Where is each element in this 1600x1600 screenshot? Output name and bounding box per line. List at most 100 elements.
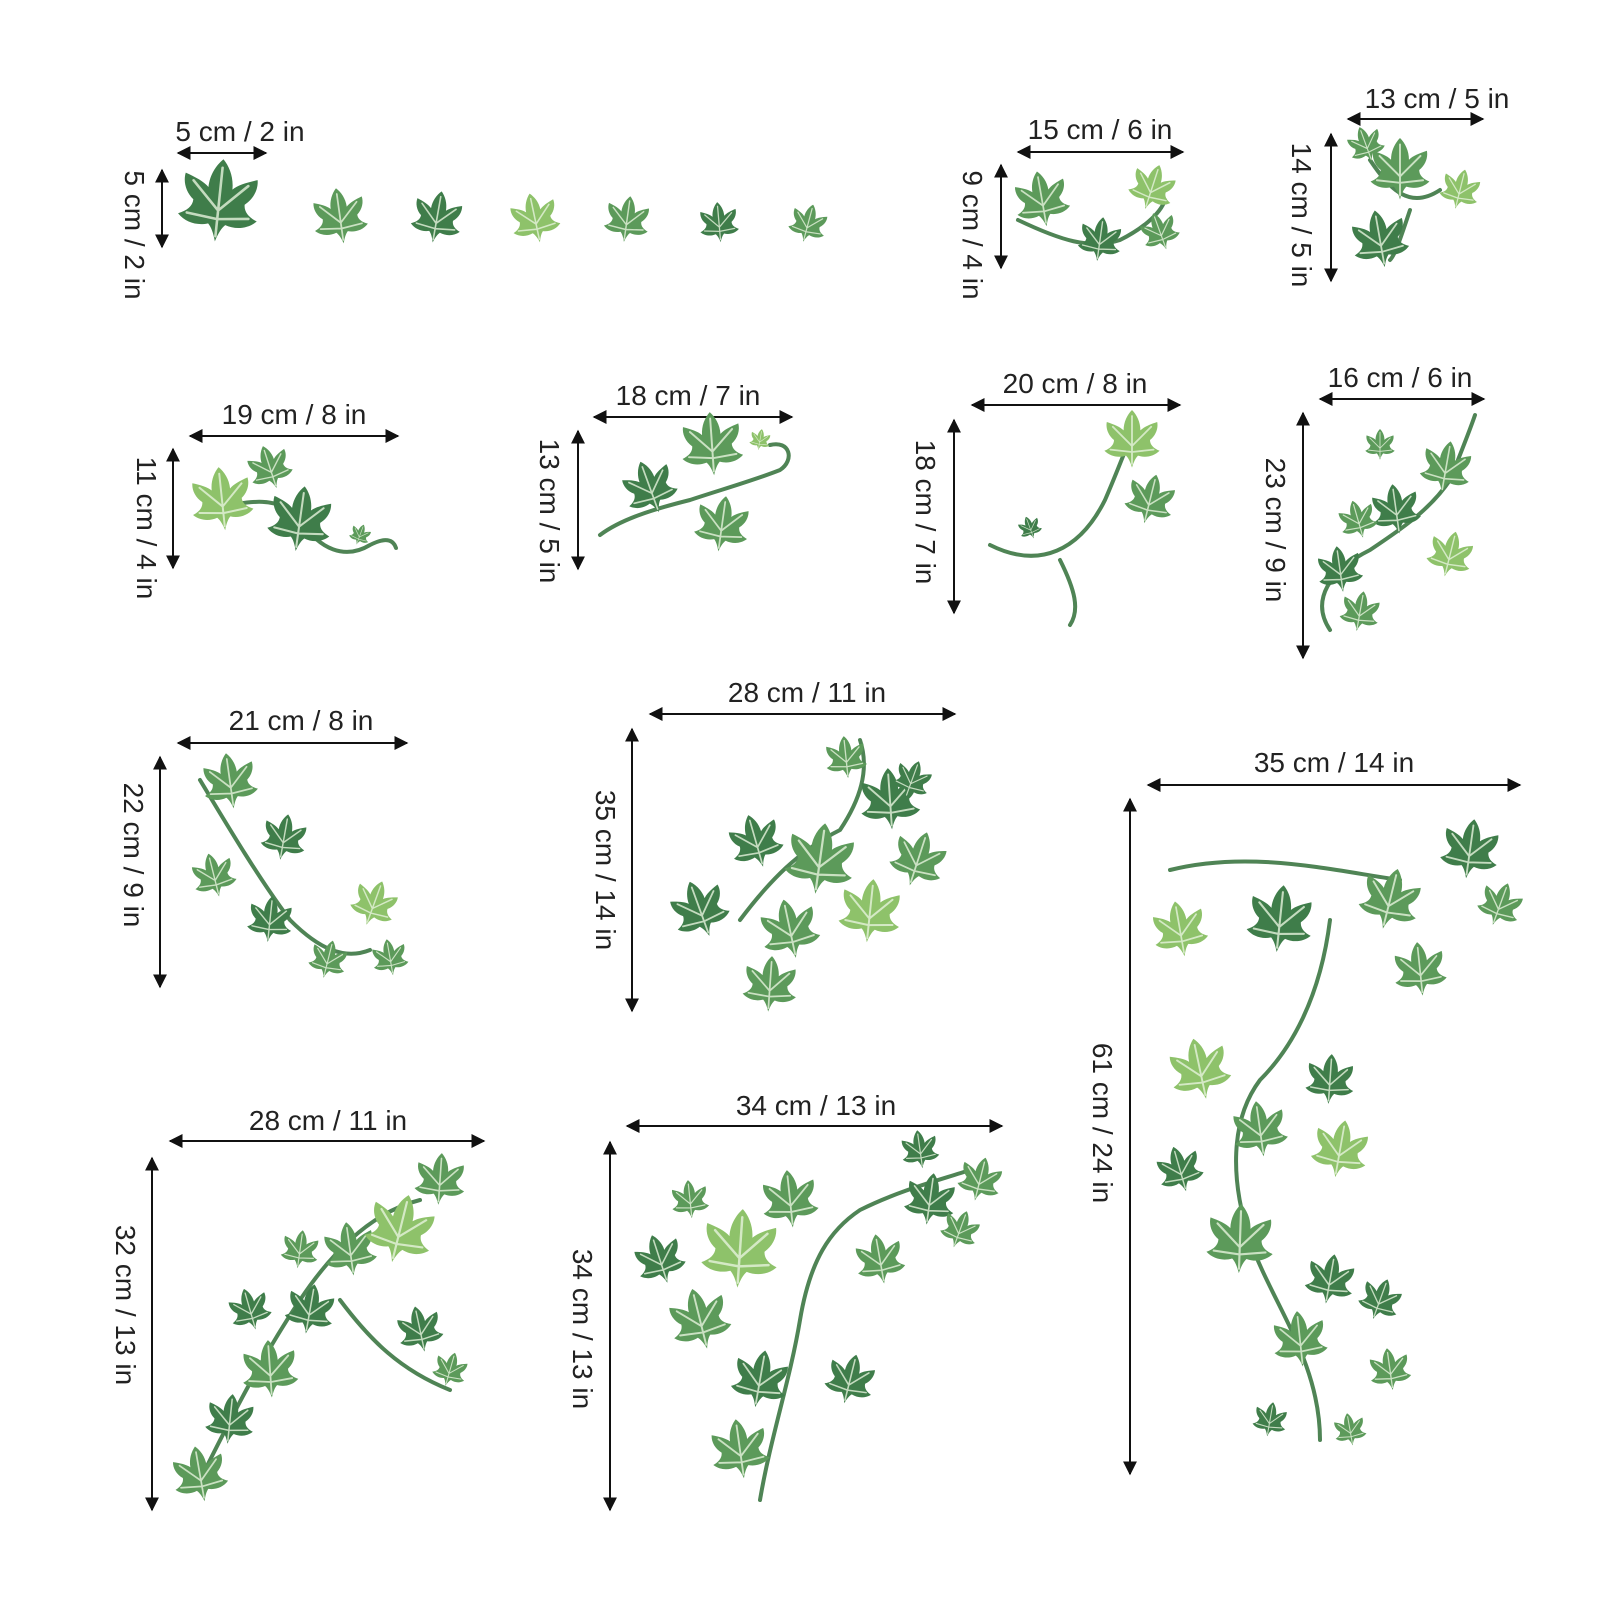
ivy-leaf-icon <box>698 1206 782 1292</box>
ivy-leaf-icon <box>1204 1202 1276 1276</box>
ivy-leaf-icon <box>278 1227 322 1272</box>
ivy-leaf-icon <box>628 1227 691 1291</box>
ivy-leaf-icon <box>1163 1032 1236 1106</box>
ivy-leaf-icon <box>308 184 372 249</box>
ivy-leaf-icon <box>953 1152 1007 1207</box>
height-label: 35 cm / 14 in <box>590 789 621 951</box>
ivy-leaf-icon <box>392 1301 447 1357</box>
width-label: 19 cm / 8 in <box>221 399 367 430</box>
ivy-leaf-icon <box>412 1151 468 1208</box>
ivy-leaf-icon <box>1301 1249 1359 1309</box>
width-label: 28 cm / 11 in <box>248 1105 408 1136</box>
ivy-leaf-icon <box>187 463 257 535</box>
ivy-leaf-icon <box>883 823 954 895</box>
vine-stem <box>1320 413 1477 632</box>
ivy-leaf-icon <box>851 1229 909 1289</box>
ivy-leaf-icon <box>722 807 789 875</box>
ivy-leaf-icon <box>820 1348 881 1410</box>
ivy-leaf-icon <box>242 439 298 496</box>
ivy-leaf-icon <box>1303 1052 1357 1107</box>
ivy-leaf-icon <box>198 749 262 814</box>
ivy-leaf-icon <box>319 1218 380 1280</box>
ivy-leaf-icon <box>740 954 800 1015</box>
ivy-leaf-icon <box>747 427 773 453</box>
ivy-leaf-icon <box>1151 1140 1209 1199</box>
height-label: 34 cm / 13 in <box>567 1248 598 1410</box>
ivy-leaf-icon <box>669 1178 711 1221</box>
ivy-leaf-icon <box>835 875 905 947</box>
height-label: 13 cm / 5 in <box>534 438 565 584</box>
ivy-leaf-icon <box>245 893 296 945</box>
ivy-leaf-icon <box>368 935 411 979</box>
ivy-leaf-icon <box>1269 1308 1331 1371</box>
ivy-leaf-icon <box>780 818 860 900</box>
vine-stem <box>598 442 791 537</box>
ivy-leaf-icon <box>1390 939 1450 1000</box>
ivy-leaf-icon <box>174 154 265 247</box>
ivy-leaf-icon <box>1366 1345 1414 1394</box>
ivy-leaf-icon <box>690 492 754 557</box>
ivy-leaf-icon <box>1120 468 1181 530</box>
ivy-leaf-icon <box>754 893 825 965</box>
vine-stems <box>198 158 1477 1502</box>
height-label: 18 cm / 7 in <box>910 439 941 585</box>
width-label: 15 cm / 6 in <box>1027 114 1173 145</box>
ivy-leaf-icon <box>601 192 653 246</box>
ivy-leaf-icon <box>407 186 467 248</box>
vine-stem <box>988 438 1132 627</box>
ivy-leaf-icon <box>281 1279 339 1339</box>
width-label: 18 cm / 7 in <box>615 380 761 411</box>
width-label: 16 cm / 6 in <box>1327 362 1473 393</box>
ivy-leaf-icon <box>662 871 737 947</box>
width-label: 21 cm / 8 in <box>228 705 374 736</box>
ivy-leaf-icon <box>1364 429 1396 461</box>
ivy-leaf-icon <box>706 1414 774 1484</box>
ivy-leaf-icon <box>1015 512 1045 543</box>
dimension-lines <box>145 112 1522 1512</box>
ivy-leaf-icon <box>1103 410 1161 469</box>
width-label: 20 cm / 8 in <box>1002 368 1148 399</box>
ivy-leaf-icon <box>223 1282 276 1336</box>
ivy-leaf-icon <box>1243 881 1317 957</box>
width-label: 13 cm / 5 in <box>1364 83 1510 114</box>
ivy-leaf-icon <box>678 409 746 479</box>
ivy-leaf-icon <box>697 200 741 245</box>
ivy-leaf-icon <box>1436 814 1504 884</box>
height-label: 9 cm / 4 in <box>957 170 988 300</box>
ivy-leaf-icon <box>1336 587 1384 636</box>
ivy-leaf-icon <box>1353 1271 1408 1327</box>
ivy-leaf-icon <box>758 1167 822 1232</box>
ivy-leaf-icon <box>1346 205 1413 273</box>
ivy-leaf-icon <box>784 199 832 248</box>
height-label: 22 cm / 9 in <box>118 782 149 928</box>
width-label: 35 cm / 14 in <box>1253 747 1415 778</box>
ivy-leaf-icon <box>1331 1410 1369 1449</box>
ivy-leaf-icon <box>1422 525 1478 583</box>
ivy-leaf-icon <box>1123 157 1182 217</box>
height-label: 11 cm / 4 in <box>131 456 162 600</box>
ivy-leaf-icon <box>1228 1097 1292 1162</box>
ivy-leaf-icon <box>239 1337 301 1401</box>
ivy-leaf-icon <box>1307 1115 1374 1183</box>
ivy-leaf-icon <box>1147 896 1212 962</box>
ivy-leaf-icon <box>662 1281 737 1357</box>
ivy-leaf-icon <box>1314 542 1366 596</box>
ivy-leaf-icon <box>257 810 311 865</box>
ivy-leaf-icon <box>202 1391 258 1448</box>
ivy-leaf-icon <box>898 1127 942 1172</box>
ivy-leaf-icon <box>1472 875 1529 933</box>
width-label: 5 cm / 2 in <box>175 116 305 147</box>
ivy-leaf-icon <box>1367 480 1424 538</box>
height-label: 32 cm / 13 in <box>110 1224 141 1386</box>
ivy-leaf-icon <box>505 188 565 249</box>
ivy-leaf-icon <box>1135 206 1185 257</box>
height-label: 14 cm / 5 in <box>1286 142 1317 288</box>
ivy-leaf-icon <box>167 1441 232 1507</box>
height-label: 61 cm / 24 in <box>1087 1042 1118 1204</box>
ivy-leaf-icon <box>187 848 241 903</box>
ivy-leaf-icon <box>1075 214 1125 265</box>
height-label: 5 cm / 2 in <box>119 170 150 300</box>
vine-stem <box>208 499 398 554</box>
